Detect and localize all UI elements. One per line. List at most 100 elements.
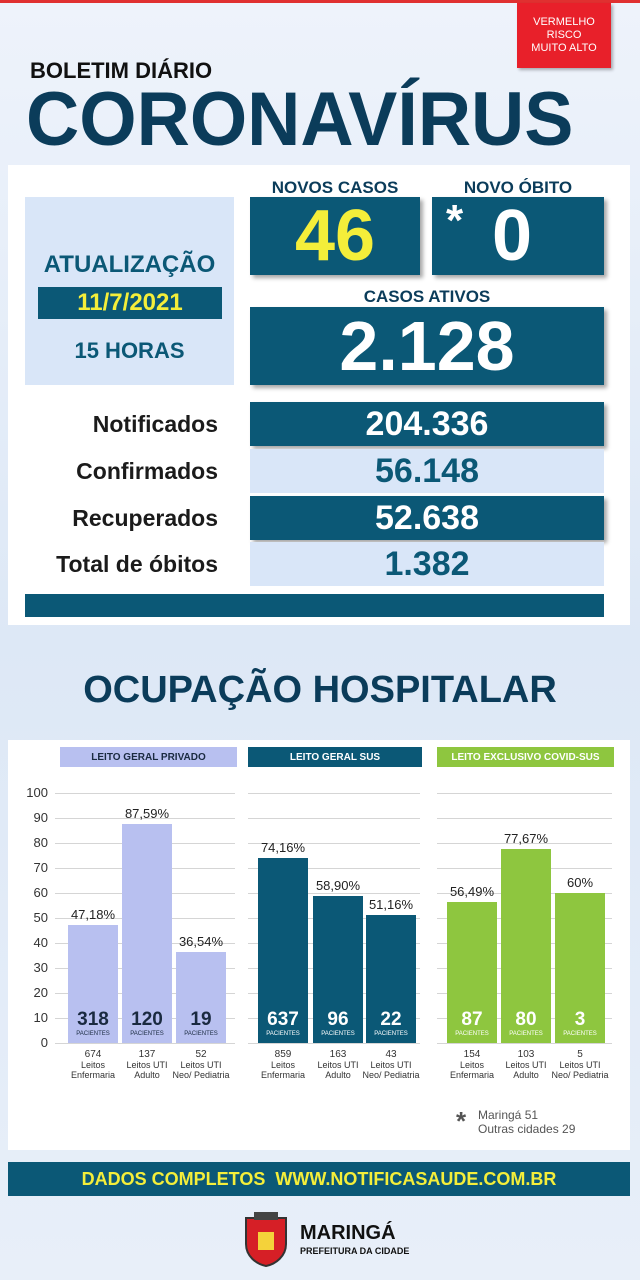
chart: LEITO GERAL PRIVADO 0 10 20 30 40 50 60 70 80 90 10…: [0, 740, 640, 1100]
risk-text: MUITO ALTO: [531, 42, 597, 54]
total-value: 1.382: [250, 542, 604, 586]
risk-text: RISCO: [546, 29, 582, 41]
bar: [258, 857, 308, 1043]
x-tick-label: Leitos Enfermaria: [449, 1060, 494, 1080]
y-tick-label: 20: [33, 985, 48, 1000]
total-value: 56.148: [250, 449, 604, 493]
y-tick-label: 90: [33, 810, 48, 825]
hospital-title: OCUPAÇÃO HOSPITALAR: [83, 668, 557, 711]
patients-count: 19: [190, 1009, 212, 1030]
value-label: 74,16%: [260, 839, 306, 855]
bed-count: 52: [195, 1049, 207, 1060]
patients-count: 637: [267, 1009, 299, 1030]
top-stripe: [0, 0, 640, 3]
value-label: 58,90%: [315, 877, 361, 893]
active-label: CASOS ATIVOS: [363, 287, 491, 306]
logo-name: MARINGÁ: [300, 1222, 396, 1244]
value-label: 77,67%: [503, 830, 549, 846]
subtitle: BOLETIM DIÁRIO: [30, 58, 213, 83]
grid-line: [437, 843, 612, 844]
y-tick-label: 50: [33, 910, 48, 925]
new-cases-value: 46: [250, 196, 420, 276]
bed-count: 154: [463, 1049, 481, 1060]
panel-header: LEITO GERAL PRIVADO: [60, 747, 237, 767]
note-line: Outras cidades 29: [478, 1122, 576, 1136]
patients-label: PACIENTES: [76, 1031, 110, 1037]
title: CORONAVÍRUS: [26, 77, 574, 162]
patients-label: PACIENTES: [509, 1031, 543, 1037]
x-tick-label: Leitos UTI Adulto: [317, 1060, 359, 1080]
patients-count: 22: [380, 1009, 402, 1030]
x-tick-label: Leitos Enfermaria: [70, 1060, 115, 1080]
y-tick-label: 80: [33, 835, 48, 850]
patients-count: 80: [515, 1009, 537, 1030]
new-deaths-box: [432, 197, 604, 275]
grid-line: [55, 1043, 235, 1044]
x-tick-label: Leitos Enfermaria: [260, 1060, 305, 1080]
total-value: 52.638: [250, 496, 604, 540]
total-value: 204.336: [250, 402, 604, 446]
grid-line: [437, 818, 612, 819]
value-label: 47,18%: [70, 907, 116, 923]
y-tick-label: 10: [33, 1010, 48, 1025]
new-cases-label: NOVOS CASOS: [271, 178, 399, 197]
patients-count: 96: [327, 1009, 349, 1030]
grid-line: [55, 793, 235, 794]
total-label: Confirmados: [76, 458, 218, 484]
x-tick-label: Leitos UTI Neo/ Pediatria: [362, 1060, 420, 1080]
new-deaths-marker: *: [446, 196, 464, 245]
new-deaths-value: 0: [491, 196, 533, 276]
bar: [122, 824, 172, 1043]
grid-line: [437, 1043, 612, 1044]
y-tick-label: 40: [33, 935, 48, 950]
divider-bar: [25, 594, 604, 617]
panel-header: LEITO GERAL SUS: [248, 747, 422, 767]
update-date: 11/7/2021: [38, 287, 222, 319]
bar: [68, 925, 118, 1043]
grid-line: [437, 793, 612, 794]
bar: [313, 895, 363, 1043]
logo-subtitle: PREFEITURA DA CIDADE: [300, 1246, 410, 1256]
active-value: 2.128: [250, 307, 604, 385]
value-label: 51,16%: [368, 897, 414, 913]
grid-line: [248, 893, 420, 894]
patients-label: PACIENTES: [130, 1031, 164, 1037]
y-tick-label: 60: [33, 885, 48, 900]
bed-count: 163: [329, 1049, 347, 1060]
grid-line: [248, 818, 420, 819]
total-label: Recuperados: [72, 505, 218, 531]
risk-badge: VERMELHO RISCO MUITO ALTO: [517, 3, 611, 68]
patients-label: PACIENTES: [266, 1031, 300, 1037]
value-label: 36,54%: [178, 933, 224, 949]
note-marker: *: [456, 1106, 467, 1136]
bed-count: 43: [385, 1049, 397, 1060]
panel-header: LEITO EXCLUSIVO COVID-SUS: [437, 747, 614, 767]
x-tick-label: Leitos UTI Adulto: [505, 1060, 547, 1080]
bed-count: 103: [517, 1049, 535, 1060]
value-label: 60%: [566, 875, 594, 890]
grid-line: [248, 1043, 420, 1044]
y-tick-label: 70: [33, 860, 48, 875]
grid-line: [248, 793, 420, 794]
x-tick-label: Leitos UTI Neo/ Pediatria: [172, 1060, 230, 1080]
bar: [366, 915, 416, 1043]
y-tick-label: 30: [33, 960, 48, 975]
update-time: 15 HORAS: [74, 338, 185, 363]
total-label: Notificados: [92, 411, 218, 437]
patients-count: 318: [77, 1009, 109, 1030]
bar: [176, 951, 226, 1043]
patients-label: PACIENTES: [374, 1031, 408, 1037]
bed-count: 137: [138, 1049, 156, 1060]
bed-count: 674: [84, 1049, 102, 1060]
patients-label: PACIENTES: [455, 1031, 489, 1037]
patients-label: PACIENTES: [184, 1031, 218, 1037]
bed-count: 859: [274, 1049, 292, 1060]
x-tick-label: Leitos UTI Neo/ Pediatria: [551, 1060, 609, 1080]
y-tick-label: 0: [40, 1035, 48, 1050]
update-label: ATUALIZAÇÃO: [43, 251, 216, 278]
bar: [501, 848, 551, 1043]
logo-crest: [245, 1212, 287, 1268]
total-label: Total de óbitos: [56, 551, 218, 577]
y-tick-label: 100: [26, 785, 48, 800]
